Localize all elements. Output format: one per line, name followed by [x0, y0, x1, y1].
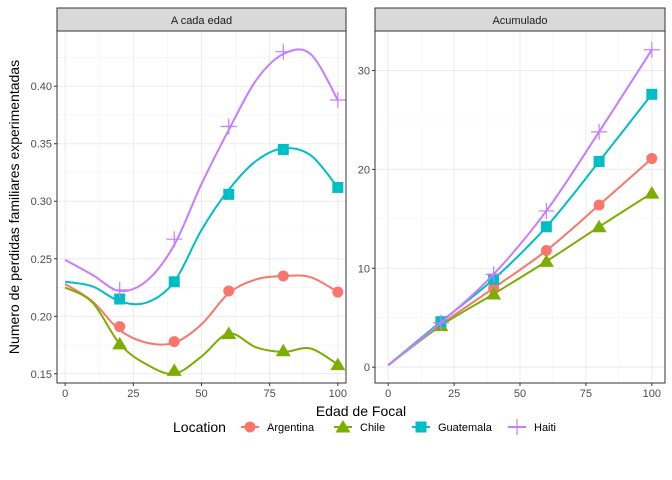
x-tick-label: 0	[385, 388, 391, 400]
y-tick-label: 0.35	[31, 139, 52, 151]
y-tick-label: 30	[358, 66, 370, 78]
y-tick-label: 0.30	[31, 196, 52, 208]
series-chile	[64, 286, 346, 376]
data-point	[329, 92, 346, 109]
x-tick-label: 50	[514, 388, 526, 400]
data-point	[114, 321, 126, 333]
legend: Location Argentina Chile Guatemala Haiti	[173, 419, 556, 435]
y-tick-label: 0.20	[31, 311, 52, 323]
x-tick-label: 25	[448, 388, 460, 400]
data-point	[168, 276, 180, 288]
data-point	[593, 199, 605, 211]
series-chile	[387, 186, 660, 367]
data-point	[275, 43, 292, 60]
panel-acumulado: Acumulado 0 25 50 75 100 0 10 20 30	[358, 7, 666, 400]
y-tick-label: 10	[358, 263, 370, 275]
legend-key-marker	[244, 421, 256, 433]
x-tick-label: 25	[127, 388, 139, 400]
x-tick-label: 100	[643, 388, 661, 400]
series-line	[387, 192, 653, 367]
series-line	[64, 48, 339, 293]
data-point	[332, 181, 344, 193]
data-point	[646, 153, 658, 165]
x-tick-label: 0	[62, 388, 68, 400]
legend-key-marker	[509, 419, 525, 435]
data-point	[332, 286, 344, 298]
data-point	[111, 281, 128, 298]
legend-key-marker	[415, 421, 427, 433]
data-point	[538, 202, 555, 219]
data-point	[593, 156, 605, 168]
data-point	[591, 123, 608, 140]
legend-key-marker	[335, 420, 351, 433]
y-tick-label: 20	[358, 164, 370, 176]
y-tick-label: 0	[364, 362, 370, 374]
data-point	[223, 188, 235, 200]
data-point	[538, 254, 554, 267]
data-point	[166, 231, 183, 248]
panel-border	[374, 30, 666, 384]
x-tick-label: 100	[329, 388, 347, 400]
strip-label: Acumulado	[492, 15, 547, 27]
x-tick-label: 75	[264, 388, 276, 400]
legend-label: Argentina	[267, 422, 315, 434]
x-tick-label: 50	[195, 388, 207, 400]
series-haiti	[387, 41, 660, 366]
data-point	[644, 186, 660, 199]
series-line	[65, 147, 339, 306]
data-point	[432, 314, 449, 331]
data-point	[540, 245, 552, 257]
y-tick-label: 0.15	[31, 369, 52, 381]
legend-item-guatemala: Guatemala	[412, 421, 493, 434]
series-line	[387, 49, 653, 366]
legend-item-haiti: Haiti	[508, 419, 556, 435]
y-tick-label: 0.40	[31, 81, 52, 93]
strip-label: A cada edad	[171, 15, 232, 27]
data-point	[330, 357, 346, 371]
data-point	[221, 326, 237, 340]
series-line	[64, 274, 339, 346]
panel-border	[56, 30, 347, 384]
data-point	[166, 363, 182, 376]
panel-a-cada-edad: A cada edad 0 25 50 75 100 0.15 0.20 0.25 0.30 0.3…	[31, 7, 347, 400]
data-point	[646, 88, 658, 100]
legend-item-argentina: Argentina	[241, 421, 315, 434]
series-haiti	[64, 43, 346, 298]
data-point	[114, 293, 126, 305]
data-point	[275, 343, 291, 357]
series-guatemala	[65, 143, 344, 306]
data-point	[277, 270, 289, 282]
legend-title: Location	[173, 419, 226, 435]
legend-label: Guatemala	[438, 422, 493, 434]
series-argentina	[64, 270, 344, 348]
data-point	[486, 287, 502, 300]
x-tick-label: 75	[580, 388, 592, 400]
y-axis-title: Numero de perdidas familiares experiment…	[6, 60, 22, 354]
legend-item-chile: Chile	[334, 420, 385, 434]
data-point	[277, 143, 289, 155]
series-line	[64, 286, 339, 375]
legend-label: Haiti	[534, 422, 556, 434]
x-axis-title: Edad de Focal	[316, 403, 406, 419]
data-point	[540, 221, 552, 233]
data-point	[223, 285, 235, 297]
data-point	[591, 219, 607, 233]
data-point	[220, 118, 237, 135]
data-point	[112, 336, 128, 350]
data-point	[643, 41, 660, 58]
legend-label: Chile	[360, 422, 385, 434]
data-point	[485, 266, 502, 283]
y-tick-label: 0.25	[31, 254, 52, 266]
data-point	[168, 336, 180, 348]
